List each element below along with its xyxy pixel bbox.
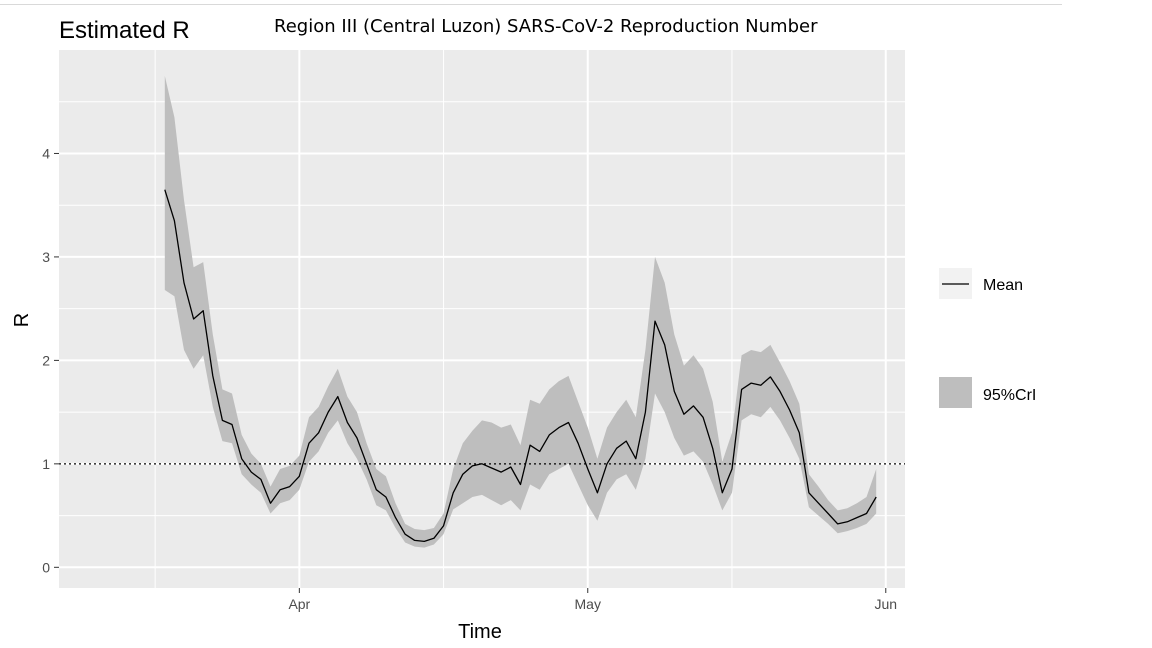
x-axis-title: Time xyxy=(458,621,502,643)
axes-layer: 0 1 2 3 4 Apr May Jun xyxy=(42,145,897,612)
legend-key-ribbon xyxy=(939,377,972,408)
y-tick-label: 1 xyxy=(42,456,50,472)
y-tick-label: 2 xyxy=(42,352,50,368)
chart-title: Estimated R xyxy=(59,17,190,44)
legend: Mean 95%CrI xyxy=(939,268,1036,408)
mean-line-layer xyxy=(164,189,877,543)
y-tick-label: 3 xyxy=(42,249,50,265)
top-divider xyxy=(0,4,1062,5)
x-tick-label: May xyxy=(575,596,601,612)
mean-r-line xyxy=(164,189,877,543)
x-tick-label: Apr xyxy=(288,596,310,612)
x-tick-label: Jun xyxy=(874,596,897,612)
legend-label-ribbon: 95%CrI xyxy=(983,387,1036,404)
minor-gridlines xyxy=(59,50,905,588)
credible-interval-ribbon xyxy=(164,75,877,548)
chart-subtitle: Region III (Central Luzon) SARS-CoV-2 Re… xyxy=(274,16,818,37)
legend-label-mean: Mean xyxy=(983,277,1023,294)
y-tick-label: 4 xyxy=(42,145,50,161)
y-axis-title: R xyxy=(11,313,33,327)
y-tick-label: 0 xyxy=(42,559,50,575)
ribbon-layer xyxy=(164,75,877,548)
